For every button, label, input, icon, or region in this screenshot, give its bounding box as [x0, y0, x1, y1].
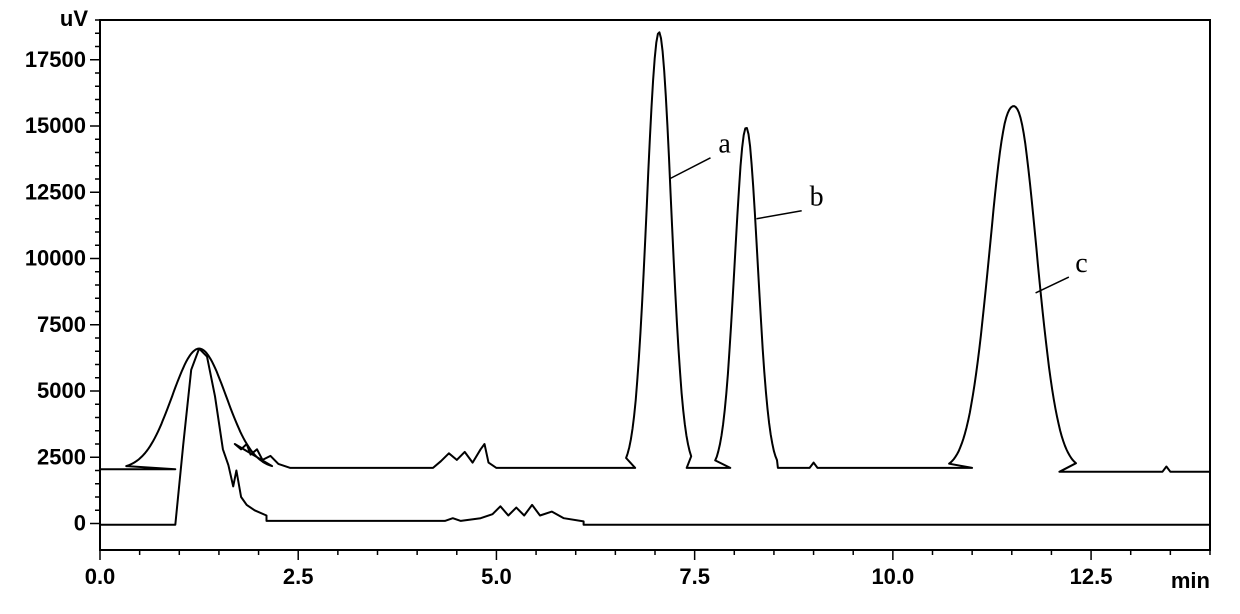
x-axis-label: min: [1171, 568, 1210, 593]
peak-b-leader: [756, 211, 801, 219]
x-tick-label: 5.0: [481, 564, 512, 589]
x-tick-label: 7.5: [679, 564, 710, 589]
peak-c-label: c: [1075, 248, 1087, 279]
y-axis-label: uV: [60, 6, 88, 31]
y-tick-label: 15000: [25, 113, 86, 138]
chromatogram-trace: [100, 32, 1210, 472]
y-tick-label: 5000: [37, 378, 86, 403]
chromatogram-trace: [100, 349, 1210, 525]
y-tick-label: 12500: [25, 179, 86, 204]
y-tick-label: 0: [74, 511, 86, 536]
peak-a-label: a: [718, 129, 731, 160]
y-tick-label: 2500: [37, 444, 86, 469]
peak-b-label: b: [810, 182, 824, 213]
x-tick-label: 10.0: [871, 564, 914, 589]
x-tick-label: 0.0: [85, 564, 116, 589]
plot-frame: [100, 20, 1210, 550]
chromatogram-chart: 0.0 2.5 5.0 7.5 10.0 12.5 min 0 2500 5000 7500 1000…: [0, 0, 1240, 614]
y-tick-label: 7500: [37, 312, 86, 337]
y-tick-label: 17500: [25, 47, 86, 72]
x-tick-label: 12.5: [1070, 564, 1113, 589]
y-tick-label: 10000: [25, 246, 86, 271]
x-tick-label: 2.5: [283, 564, 314, 589]
peak-a-leader: [669, 158, 710, 179]
